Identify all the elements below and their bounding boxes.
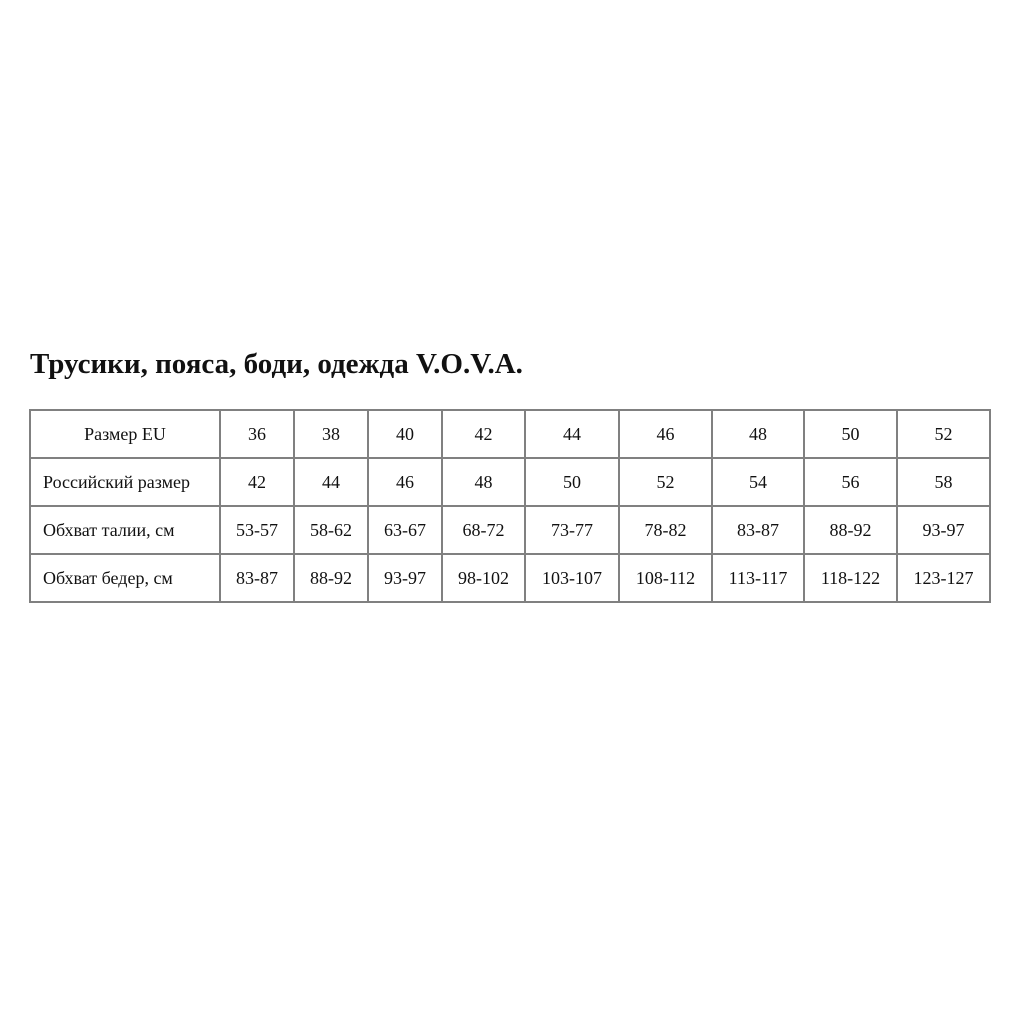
table-cell: 44 — [524, 409, 620, 459]
table-cell: 88-92 — [293, 553, 369, 603]
table-cell: 46 — [367, 457, 443, 507]
table-cell: 63-67 — [367, 505, 443, 555]
table-cell: 46 — [618, 409, 713, 459]
row-label: Обхват бедер, см — [29, 553, 221, 603]
table-row: Обхват талии, см 53-57 58-62 63-67 68-72 73-7… — [29, 505, 991, 555]
table-cell: 52 — [896, 409, 991, 459]
table-cell: 98-102 — [441, 553, 526, 603]
table-cell: 42 — [441, 409, 526, 459]
table-cell: 58-62 — [293, 505, 369, 555]
table-cell: 118-122 — [803, 553, 898, 603]
table-cell: 38 — [293, 409, 369, 459]
table-cell: 113-117 — [711, 553, 805, 603]
table-cell: 103-107 — [524, 553, 620, 603]
table-cell: 83-87 — [711, 505, 805, 555]
table-cell: 88-92 — [803, 505, 898, 555]
page-title: Трусики, пояса, боди, одежда V.O.V.A. — [30, 348, 523, 380]
row-label: Обхват талии, см — [29, 505, 221, 555]
table-row: Обхват бедер, см 83-87 88-92 93-97 98-102 103… — [29, 553, 991, 603]
table-cell: 50 — [524, 457, 620, 507]
table-cell: 53-57 — [219, 505, 295, 555]
table-row: Размер EU 36 38 40 42 44 46 48 50 52 — [29, 409, 991, 459]
table-cell: 52 — [618, 457, 713, 507]
size-table: Размер EU 36 38 40 42 44 46 48 50 52 Российский ра… — [29, 409, 991, 603]
table-cell: 83-87 — [219, 553, 295, 603]
table-cell: 54 — [711, 457, 805, 507]
table-cell: 48 — [441, 457, 526, 507]
table-row: Российский размер 42 44 46 48 50 52 54 56 58 — [29, 457, 991, 507]
table-cell: 93-97 — [367, 553, 443, 603]
table-cell: 40 — [367, 409, 443, 459]
row-label: Размер EU — [29, 409, 221, 459]
table-cell: 56 — [803, 457, 898, 507]
table-cell: 36 — [219, 409, 295, 459]
table-cell: 58 — [896, 457, 991, 507]
table-cell: 48 — [711, 409, 805, 459]
table-cell: 78-82 — [618, 505, 713, 555]
table-cell: 108-112 — [618, 553, 713, 603]
table-cell: 42 — [219, 457, 295, 507]
table-cell: 50 — [803, 409, 898, 459]
table-cell: 73-77 — [524, 505, 620, 555]
row-label: Российский размер — [29, 457, 221, 507]
table-cell: 123-127 — [896, 553, 991, 603]
table-cell: 44 — [293, 457, 369, 507]
table-cell: 68-72 — [441, 505, 526, 555]
table-cell: 93-97 — [896, 505, 991, 555]
